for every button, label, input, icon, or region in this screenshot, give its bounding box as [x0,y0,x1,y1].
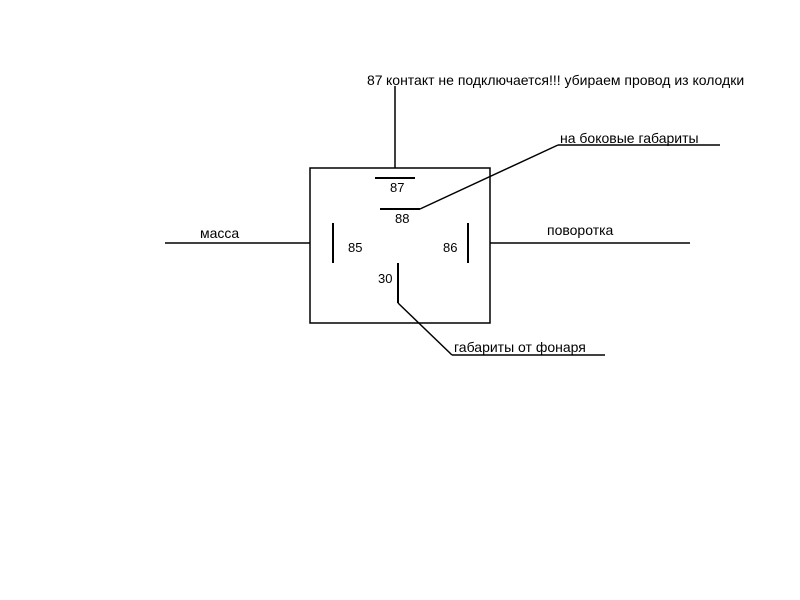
pin-30-label: 30 [378,271,392,286]
leader-bottom-diag [398,303,452,355]
callout-left: масса [200,225,239,241]
callout-top-text: контакт не подключается!!! убираем прово… [386,72,744,88]
callout-top-prefix: 87 [367,72,383,88]
callout-right-upper: на боковые габариты [560,130,699,146]
relay-diagram-svg [0,0,800,600]
leader-upper-right-diag [420,145,558,209]
pin-86-label: 86 [443,240,457,255]
pin-85-label: 85 [348,240,362,255]
callout-bottom: габариты от фонаря [454,339,586,355]
callout-right: поворотка [547,222,613,238]
pin-87-label: 87 [390,180,404,195]
pin-88-label: 88 [395,211,409,226]
